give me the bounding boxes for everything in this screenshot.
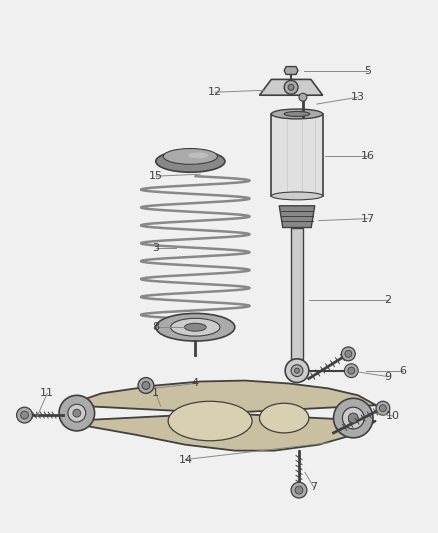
Circle shape bbox=[345, 350, 352, 357]
Circle shape bbox=[73, 409, 81, 417]
Circle shape bbox=[348, 367, 355, 374]
Polygon shape bbox=[284, 67, 298, 75]
Ellipse shape bbox=[168, 401, 252, 441]
Text: 7: 7 bbox=[310, 482, 318, 492]
Ellipse shape bbox=[188, 152, 208, 158]
Circle shape bbox=[294, 368, 300, 373]
Text: 13: 13 bbox=[351, 92, 365, 102]
Ellipse shape bbox=[271, 192, 323, 200]
Polygon shape bbox=[291, 228, 303, 359]
Circle shape bbox=[291, 365, 303, 377]
Circle shape bbox=[379, 405, 386, 411]
Text: 2: 2 bbox=[384, 295, 392, 304]
Polygon shape bbox=[271, 114, 323, 196]
Circle shape bbox=[138, 377, 154, 393]
Circle shape bbox=[284, 80, 298, 94]
Polygon shape bbox=[279, 206, 315, 228]
Ellipse shape bbox=[163, 149, 218, 164]
Text: 9: 9 bbox=[384, 372, 392, 382]
Text: 3: 3 bbox=[152, 243, 159, 253]
Circle shape bbox=[376, 401, 390, 415]
Text: 8: 8 bbox=[152, 322, 159, 332]
Circle shape bbox=[21, 411, 28, 419]
Circle shape bbox=[348, 413, 358, 423]
Circle shape bbox=[333, 398, 373, 438]
Circle shape bbox=[344, 364, 358, 377]
Circle shape bbox=[288, 84, 294, 90]
Ellipse shape bbox=[271, 109, 323, 119]
Text: 15: 15 bbox=[149, 171, 163, 181]
Circle shape bbox=[17, 407, 32, 423]
Circle shape bbox=[299, 93, 307, 101]
Ellipse shape bbox=[171, 318, 220, 336]
Text: 5: 5 bbox=[364, 66, 371, 76]
Polygon shape bbox=[67, 381, 376, 450]
Ellipse shape bbox=[184, 324, 206, 331]
Text: 11: 11 bbox=[40, 389, 54, 398]
Polygon shape bbox=[259, 79, 323, 95]
Circle shape bbox=[142, 382, 150, 390]
Circle shape bbox=[68, 404, 86, 422]
Text: 16: 16 bbox=[361, 151, 375, 161]
Text: 10: 10 bbox=[386, 411, 400, 421]
Ellipse shape bbox=[156, 150, 225, 172]
Circle shape bbox=[285, 359, 309, 383]
Text: 1: 1 bbox=[152, 389, 159, 398]
Circle shape bbox=[342, 347, 355, 361]
Text: 12: 12 bbox=[208, 87, 222, 97]
Ellipse shape bbox=[156, 313, 235, 341]
Circle shape bbox=[59, 395, 95, 431]
Text: 6: 6 bbox=[399, 366, 406, 376]
Circle shape bbox=[343, 407, 364, 429]
Text: 17: 17 bbox=[361, 214, 375, 224]
Circle shape bbox=[291, 482, 307, 498]
Circle shape bbox=[295, 486, 303, 494]
Ellipse shape bbox=[259, 403, 309, 433]
Text: 4: 4 bbox=[192, 378, 199, 389]
Text: 14: 14 bbox=[178, 455, 192, 465]
Ellipse shape bbox=[284, 111, 310, 116]
